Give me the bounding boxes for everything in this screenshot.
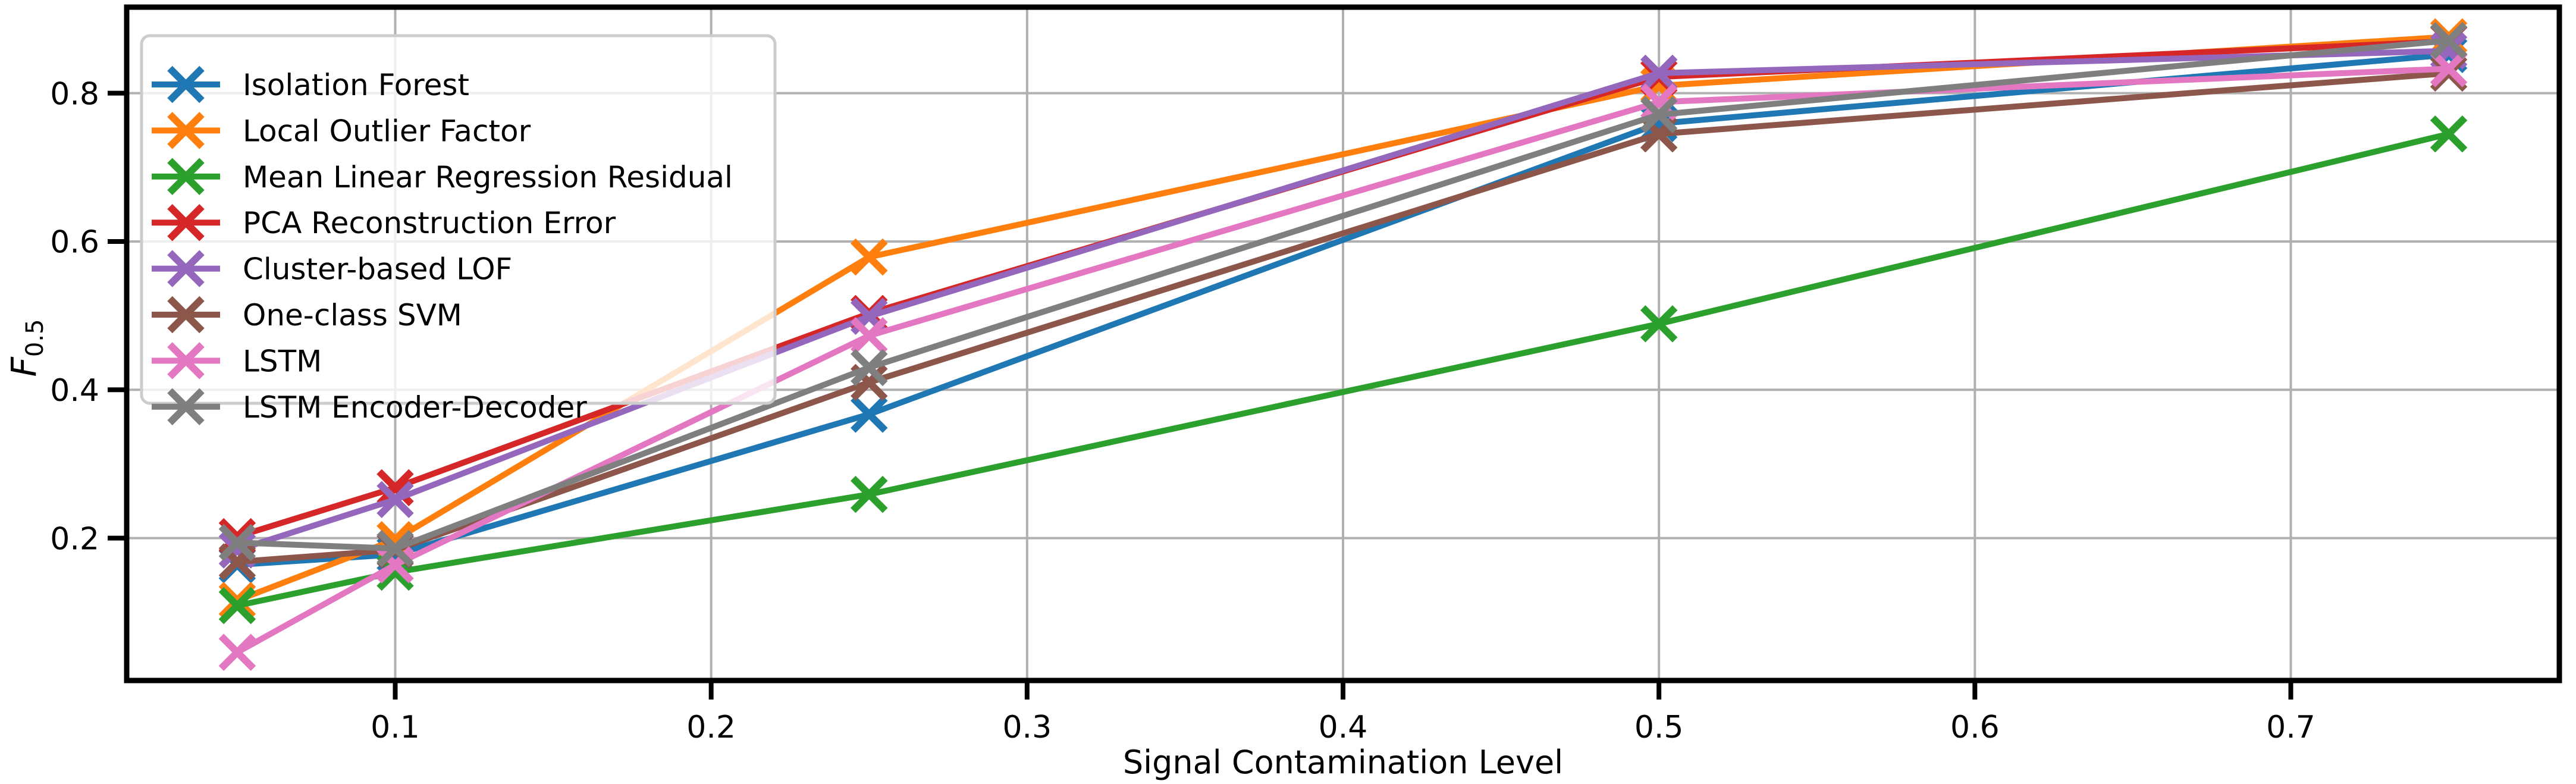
ticks-group: 0.1 0.2 0.3 0.4 0.5 0.6 0.7 0.2 0.4 0.6 0.8 (50, 76, 2315, 745)
x-tick-label-0.5: 0.5 (1634, 710, 1684, 745)
legend-entry-cluster-based-lof: Cluster-based LOF (152, 250, 512, 287)
series-marker-isolation-forest-2 (851, 396, 888, 433)
legend-entry-mean-linear-regression-residual: Mean Linear Regression Residual (152, 158, 733, 196)
series-marker-mean-linear-regression-residual-3 (1640, 305, 1678, 343)
legend-entry-local-outlier-factor: Local Outlier Factor (152, 112, 531, 149)
series-marker-cluster-based-lof-3 (1640, 54, 1678, 92)
x-tick-label-0.6: 0.6 (1950, 710, 2000, 745)
series-marker-local-outlier-factor-0 (218, 582, 256, 619)
legend-swatch-marker-mean-linear-regression-residual (167, 158, 205, 196)
legend-label-mean-linear-regression-residual: Mean Linear Regression Residual (243, 160, 733, 195)
legend: Isolation Forest Local Outlier Factor Mean… (140, 34, 777, 426)
x-tick-label-0.3: 0.3 (1002, 710, 1052, 745)
y-axis-title-main: F (4, 356, 44, 377)
y-tick-label-0.2: 0.2 (50, 521, 99, 557)
series-marker-mean-linear-regression-residual-2 (851, 475, 888, 513)
series-marker-lstm-encoder-decoder-3 (1640, 96, 1678, 134)
legend-entry-isolation-forest: Isolation Forest (152, 65, 469, 104)
legend-swatch-marker-one-class-svm (167, 296, 205, 334)
series-marker-lstm-encoder-decoder-4 (2430, 21, 2468, 59)
series-marker-local-outlier-factor-2 (851, 238, 888, 276)
series-lstm-encoder-decoder (218, 21, 2468, 567)
legend-entry-lstm: LSTM (152, 342, 322, 380)
y-tick-label-0.8: 0.8 (50, 76, 99, 112)
legend-swatch-marker-isolation-forest (167, 65, 205, 104)
y-tick-label-0.4: 0.4 (50, 373, 99, 409)
y-axis-title: F0.5 (4, 319, 49, 377)
series-marker-mean-linear-regression-residual-0 (218, 587, 256, 625)
legend-entry-lstm-encoder-decoder: LSTM Encoder-Decoder (152, 388, 587, 426)
legend-swatch-marker-cluster-based-lof (167, 250, 205, 287)
legend-entry-one-class-svm: One-class SVM (152, 296, 462, 334)
series-marker-lstm-0 (218, 634, 256, 671)
legend-label-cluster-based-lof: Cluster-based LOF (243, 252, 512, 287)
legend-label-isolation-forest: Isolation Forest (243, 68, 469, 102)
x-tick-label-0.4: 0.4 (1319, 710, 1368, 745)
legend-swatch-marker-pca-reconstruction-error (167, 203, 205, 242)
series-marker-mean-linear-regression-residual-4 (2430, 115, 2468, 153)
series-marker-lstm-encoder-decoder-0 (218, 523, 256, 562)
series-marker-lstm-2 (851, 317, 888, 355)
x-tick-label-0.1: 0.1 (371, 710, 420, 745)
legend-label-lstm: LSTM (243, 344, 322, 378)
legend-label-lstm-encoder-decoder: LSTM Encoder-Decoder (243, 390, 587, 425)
legend-label-local-outlier-factor: Local Outlier Factor (243, 114, 531, 148)
legend-label-one-class-svm: One-class SVM (243, 298, 462, 333)
y-axis-title-subscript: 0.5 (21, 319, 49, 357)
series-marker-lstm-1 (376, 546, 414, 584)
series-marker-lstm-4 (2430, 50, 2468, 87)
x-tick-label-0.2: 0.2 (686, 710, 736, 745)
legend-entry-pca-reconstruction-error: PCA Reconstruction Error (152, 203, 616, 242)
legend-label-pca-reconstruction-error: PCA Reconstruction Error (243, 206, 616, 240)
series-marker-lstm-encoder-decoder-2 (851, 349, 888, 387)
x-axis-title: Signal Contamination Level (1123, 744, 1563, 781)
y-tick-label-0.6: 0.6 (50, 225, 99, 261)
legend-swatch-marker-lstm (167, 342, 205, 380)
legend-swatch-marker-local-outlier-factor (167, 112, 205, 149)
series-mean-linear-regression-residual (218, 115, 2468, 625)
series-marker-cluster-based-lof-1 (376, 481, 414, 519)
series-marker-lstm-encoder-decoder-1 (376, 529, 414, 567)
x-tick-label-0.7: 0.7 (2266, 710, 2315, 745)
legend-swatch-marker-lstm-encoder-decoder (167, 388, 205, 426)
legend-frame (140, 34, 777, 405)
series-group (218, 18, 2468, 671)
